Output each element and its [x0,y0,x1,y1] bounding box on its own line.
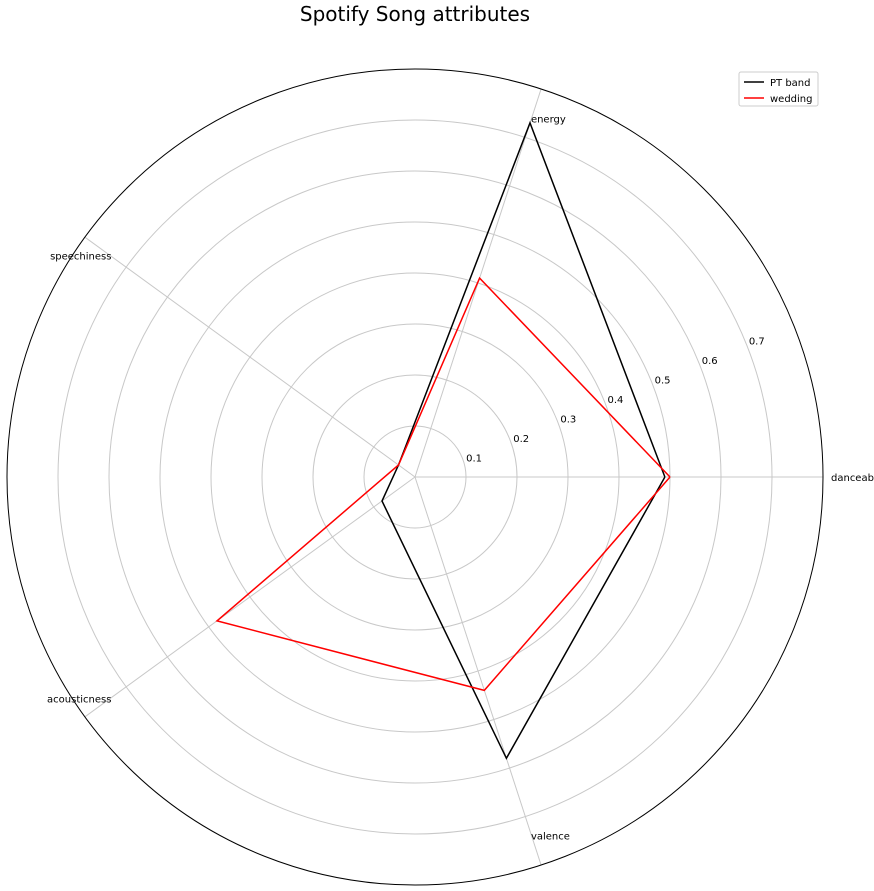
radial-tick-label: 0.7 [749,336,765,347]
radial-tick-labels: 0.1 0.2 0.3 0.4 0.5 0.6 0.7 [466,336,765,464]
legend-label-wedding: wedding [770,94,813,105]
series-line-pt-band [381,120,666,760]
axis-labels: danceability energy speechiness acousticnes… [47,114,874,842]
axis-label-acousticness: acousticness [47,695,111,706]
axis-label-danceability: danceability [831,473,874,484]
series-line-wedding [215,276,671,692]
radial-tick-label: 0.2 [513,434,529,445]
radial-grid [6,68,824,886]
chart-title: Spotify Song attributes [299,2,531,26]
axis-label-energy: energy [531,114,566,125]
legend-label-pt-band: PT band [770,78,810,89]
radial-tick-label: 0.1 [466,453,482,464]
legend: PT band wedding [738,71,819,107]
radial-tick-label: 0.5 [655,375,671,386]
radial-tick-label: 0.3 [560,414,576,425]
outer-frame [6,68,824,886]
axis-spoke-valence [414,476,542,866]
axis-spoke-acousticness [84,476,416,718]
series-lines [215,120,671,760]
axis-label-speechiness: speechiness [50,251,111,262]
radial-tick-label: 0.4 [607,395,623,406]
axis-spoke-speechiness [84,236,416,478]
axis-label-valence: valence [531,832,570,843]
radial-tick-label: 0.6 [702,356,718,367]
